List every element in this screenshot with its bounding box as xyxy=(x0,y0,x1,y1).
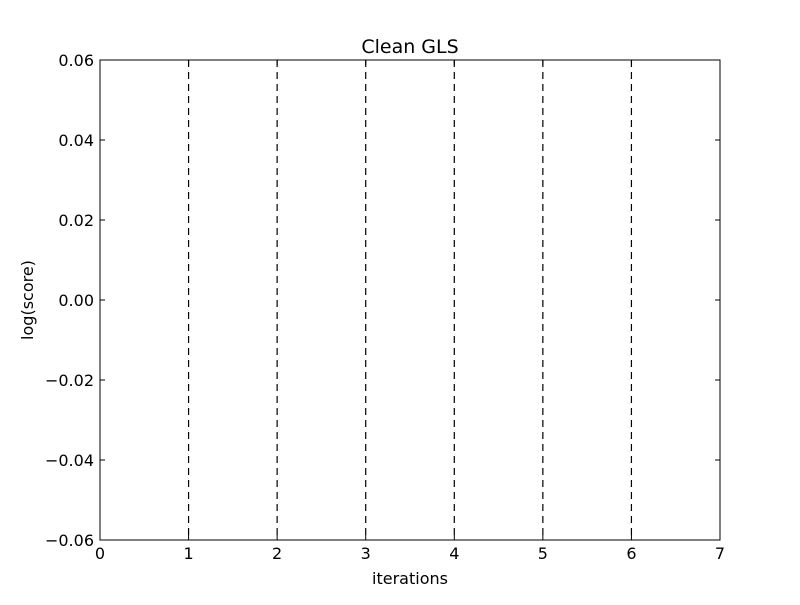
x-axis-label: iterations xyxy=(372,569,448,588)
x-tick-label: 3 xyxy=(361,544,371,563)
y-tick-label: 0.00 xyxy=(58,291,94,310)
y-tick-label: 0.02 xyxy=(58,211,94,230)
x-tick-label: 5 xyxy=(538,544,548,563)
x-tick-label: 1 xyxy=(183,544,193,563)
y-tick-label: −0.02 xyxy=(45,371,94,390)
x-tick-label: 6 xyxy=(626,544,636,563)
plot-frame xyxy=(99,59,721,541)
vertical-lines-group xyxy=(187,60,633,540)
x-tick-label: 0 xyxy=(95,544,105,563)
plot-background xyxy=(100,60,720,540)
y-tick-label: 0.04 xyxy=(58,131,94,150)
x-tick-label: 4 xyxy=(449,544,459,563)
y-tick-label: 0.06 xyxy=(58,51,94,70)
y-axis-label: log(score) xyxy=(18,260,37,340)
x-tick-label: 2 xyxy=(272,544,282,563)
y-tick-label: −0.06 xyxy=(45,531,94,550)
chart-title: Clean GLS xyxy=(361,36,458,58)
y-tick-label: −0.04 xyxy=(45,451,94,470)
x-tick-label: 7 xyxy=(715,544,725,563)
